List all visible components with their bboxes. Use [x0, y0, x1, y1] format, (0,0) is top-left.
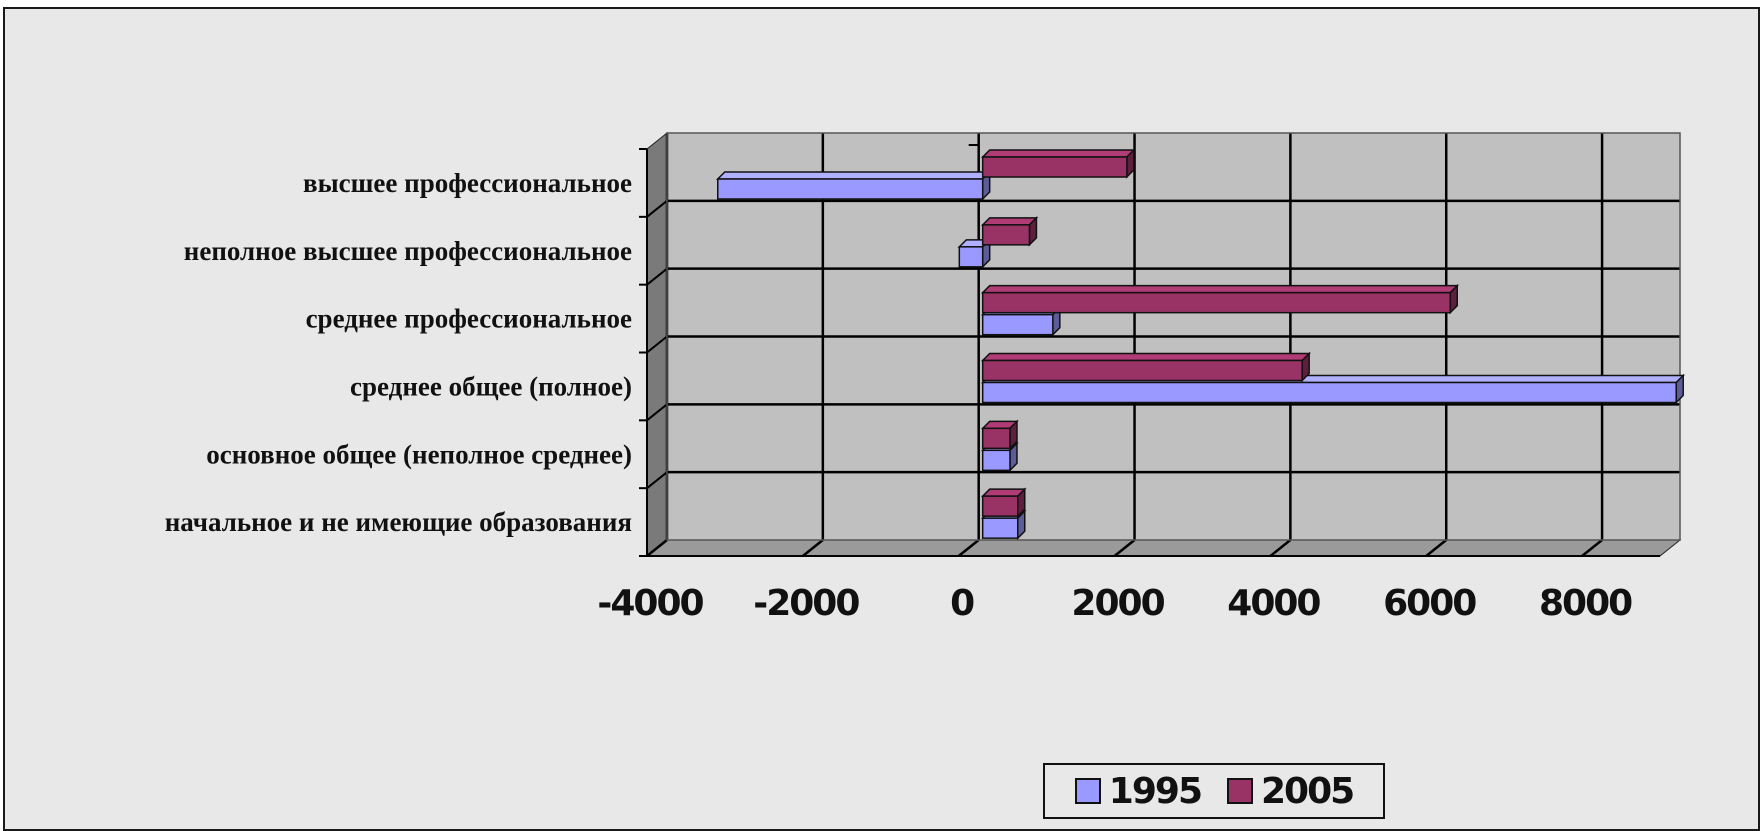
x-tick-label-0: -4000: [597, 583, 703, 624]
plot-area: [639, 131, 1682, 558]
category-label-2: среднее профессиональное: [306, 304, 632, 334]
bar-top-1995-0: [715, 171, 992, 180]
bar-2005-4: [980, 419, 1019, 451]
floor-line-4: [1269, 539, 1292, 557]
bar-front-2005-5: [981, 495, 1019, 517]
bar-front-1995-1: [958, 246, 984, 268]
legend-swatch-1995: [1074, 778, 1101, 804]
floor-line-1: [802, 539, 824, 557]
x-tick-label-3: 2000: [1071, 583, 1164, 624]
bar-2005-3: [980, 351, 1311, 383]
bar-front-1995-2: [981, 313, 1054, 336]
bar-front-2005-1: [981, 224, 1031, 246]
plot-floor: [645, 539, 1682, 557]
legend-item-1995: 1995: [1074, 770, 1203, 812]
side-line-5: [646, 471, 668, 489]
bar-top-2005-3: [980, 352, 1311, 362]
x-tick-label-2: 0: [950, 583, 974, 624]
bar-front-1995-5: [981, 517, 1019, 539]
x-tick-label-6: 8000: [1539, 583, 1632, 624]
legend-label-1995: 1995: [1108, 770, 1203, 812]
legend: 1995 2005: [1043, 763, 1385, 819]
bar-top-2005-1: [980, 217, 1039, 226]
bar-front-2005-2: [981, 291, 1451, 314]
bar-top-2005-2: [980, 284, 1460, 294]
bar-2005-1: [980, 216, 1039, 247]
side-line-3: [646, 335, 668, 354]
floor-line-3: [1113, 539, 1136, 557]
legend-label-2005: 2005: [1261, 770, 1355, 812]
floor-line-5: [1425, 539, 1448, 557]
x-tick-label-4: 4000: [1227, 583, 1320, 624]
floor-line-0: [646, 539, 668, 557]
bar-2005-5: [980, 487, 1027, 518]
bar-front-1995-0: [717, 178, 984, 200]
x-tick-label-1: -2000: [753, 583, 859, 624]
bar-front-1995-4: [981, 449, 1011, 472]
category-label-0: высшее профессиональное: [303, 168, 632, 198]
category-label-3: среднее общее (полное): [350, 371, 632, 401]
category-label-1: неполное высшее профессиональное: [184, 236, 632, 266]
axis-labels: высшее профессиональное неполное высшее п…: [165, 168, 1634, 624]
bar-front-1995-3: [981, 381, 1677, 404]
bar-front-2005-0: [981, 156, 1128, 178]
side-line-1: [646, 200, 668, 218]
floor-line-6: [1581, 539, 1603, 557]
bar-front-2005-3: [981, 359, 1303, 382]
bars: [715, 148, 1686, 540]
x-tick-label-5: 6000: [1383, 583, 1476, 624]
floor-line-2: [957, 539, 980, 557]
category-label-4: основное общее (неполное среднее): [206, 439, 632, 469]
bar-top-2005-0: [980, 149, 1136, 158]
bar-2005-0: [980, 148, 1136, 179]
legend-swatch-2005: [1227, 778, 1253, 804]
plot-border: [666, 132, 1681, 541]
bar-1995-0: [715, 170, 992, 201]
category-label-5: начальное и не имеющие образования: [165, 507, 632, 537]
side-line-4: [646, 403, 668, 422]
bar-front-2005-4: [981, 427, 1011, 450]
legend-item-2005: 2005: [1227, 770, 1355, 812]
side-line-2: [646, 267, 668, 286]
bar-2005-2: [980, 283, 1460, 315]
